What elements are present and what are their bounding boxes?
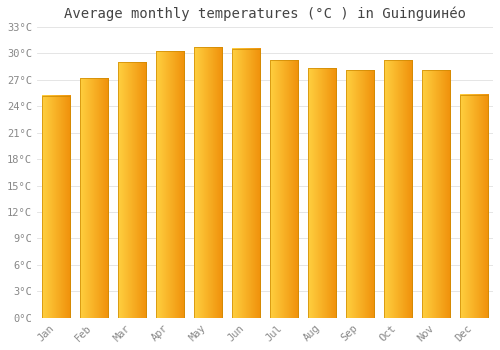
Bar <box>232 49 260 318</box>
Bar <box>118 62 146 318</box>
Bar <box>156 51 184 318</box>
Bar <box>308 68 336 318</box>
Bar <box>80 78 108 318</box>
Bar <box>346 70 374 318</box>
Bar <box>384 60 412 318</box>
Title: Average monthly temperatures (°C ) in Guinguинéo: Average monthly temperatures (°C ) in Gu… <box>64 7 466 21</box>
Bar <box>422 70 450 318</box>
Bar <box>194 47 222 318</box>
Bar <box>460 95 488 318</box>
Bar <box>270 60 298 318</box>
Bar <box>42 96 70 318</box>
